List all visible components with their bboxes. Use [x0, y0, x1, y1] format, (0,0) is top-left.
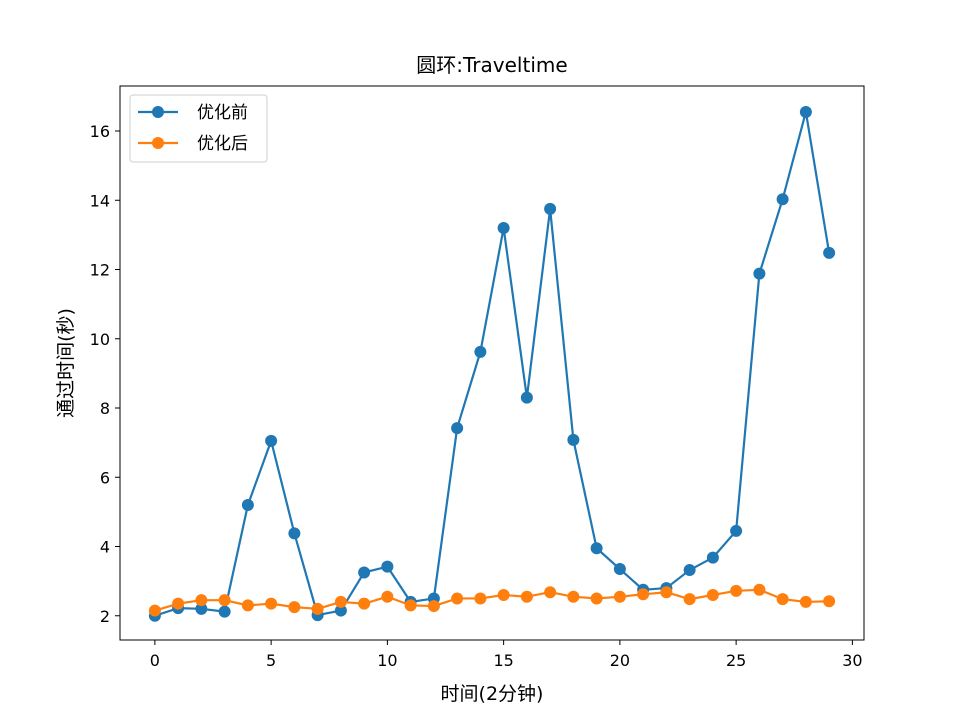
y-tick-label: 4	[100, 538, 110, 557]
series-1-point	[381, 560, 394, 573]
series-2-point	[265, 597, 278, 610]
plot-frame	[119, 85, 865, 641]
series-2-point	[637, 588, 650, 601]
series-2-point	[218, 594, 231, 607]
series-2-point	[799, 595, 812, 608]
series-1-point	[474, 345, 487, 358]
series-2-point	[520, 590, 533, 603]
legend: 优化前 优化后	[129, 94, 268, 163]
series-2-point	[590, 592, 603, 605]
x-tick-label: 30	[842, 651, 862, 670]
series-2-point	[706, 588, 719, 601]
series-2-point	[497, 588, 510, 601]
y-tick-label: 6	[100, 468, 110, 487]
series-1-point	[451, 422, 464, 435]
y-tick-label: 2	[100, 607, 110, 626]
x-tick-label: 25	[726, 651, 746, 670]
series-1-point	[497, 221, 510, 234]
legend-marker	[152, 137, 164, 149]
series-1-point	[730, 524, 743, 537]
series-1-point	[706, 551, 719, 564]
series-2-point	[474, 592, 487, 605]
series-1-point	[753, 267, 766, 280]
legend-marker	[152, 106, 164, 118]
series-1-point	[823, 246, 836, 259]
series-2-point	[311, 602, 324, 615]
series-2-point	[451, 592, 464, 605]
legend-entry: 优化后	[138, 134, 248, 154]
legend-entry: 优化前	[138, 103, 248, 123]
series-2-point	[427, 600, 440, 613]
series-2-point	[381, 590, 394, 603]
series-1-point	[241, 498, 254, 511]
x-tick-label: 20	[610, 651, 630, 670]
chart-title: 圆环:Traveltime	[416, 53, 567, 77]
series-1-point	[567, 433, 580, 446]
series-1-point	[358, 566, 371, 579]
series-1-point	[590, 542, 603, 555]
series-2-point	[241, 599, 254, 612]
series-2-point	[195, 594, 208, 607]
series-2-point	[753, 583, 766, 596]
legend-label: 优化前	[197, 103, 248, 123]
x-tick-label: 15	[493, 651, 513, 670]
series-1-point	[288, 527, 301, 540]
series-2-point	[358, 597, 371, 610]
series-2-point	[567, 590, 580, 603]
series-2-point	[660, 586, 673, 599]
series-2-point	[730, 584, 743, 597]
series-1-point	[265, 434, 278, 447]
series-1-point	[520, 391, 533, 404]
series-2-point	[613, 590, 626, 603]
y-tick-label: 12	[90, 261, 110, 280]
series-1-point	[799, 105, 812, 118]
series-2-point	[172, 597, 185, 610]
y-tick-label: 10	[90, 330, 110, 349]
x-axis-label: 时间(2分钟)	[441, 683, 544, 705]
x-tick-label: 5	[266, 651, 276, 670]
series-1-point	[334, 604, 347, 617]
series-2-point	[288, 601, 301, 614]
series-2-point	[334, 595, 347, 608]
series-1-point	[218, 605, 231, 618]
x-tick-label: 0	[150, 651, 160, 670]
series-2-point	[823, 595, 836, 608]
series-1-point	[683, 564, 696, 577]
series-1-point	[195, 602, 208, 615]
x-axis: 0 5 10 15 20 25 30	[150, 640, 863, 670]
series-1-point	[776, 193, 789, 206]
series-2-point	[148, 604, 161, 617]
y-tick-label: 14	[90, 191, 110, 210]
plot-background	[120, 86, 864, 640]
legend-label: 优化后	[197, 134, 248, 154]
y-axis-label: 通过时间(秒)	[55, 308, 77, 418]
series-2-point	[404, 599, 417, 612]
series-2-point	[683, 593, 696, 606]
x-tick-label: 10	[377, 651, 397, 670]
y-tick-label: 16	[90, 122, 110, 141]
series-2-point	[544, 586, 557, 599]
series-1-point	[544, 202, 557, 215]
series-2-point	[776, 593, 789, 606]
series-1-point	[613, 563, 626, 576]
y-tick-label: 8	[100, 399, 110, 418]
series-layer	[148, 105, 836, 622]
plot-area	[119, 85, 865, 641]
y-axis: 2 4 6 8 10 12 14 16	[90, 122, 120, 626]
